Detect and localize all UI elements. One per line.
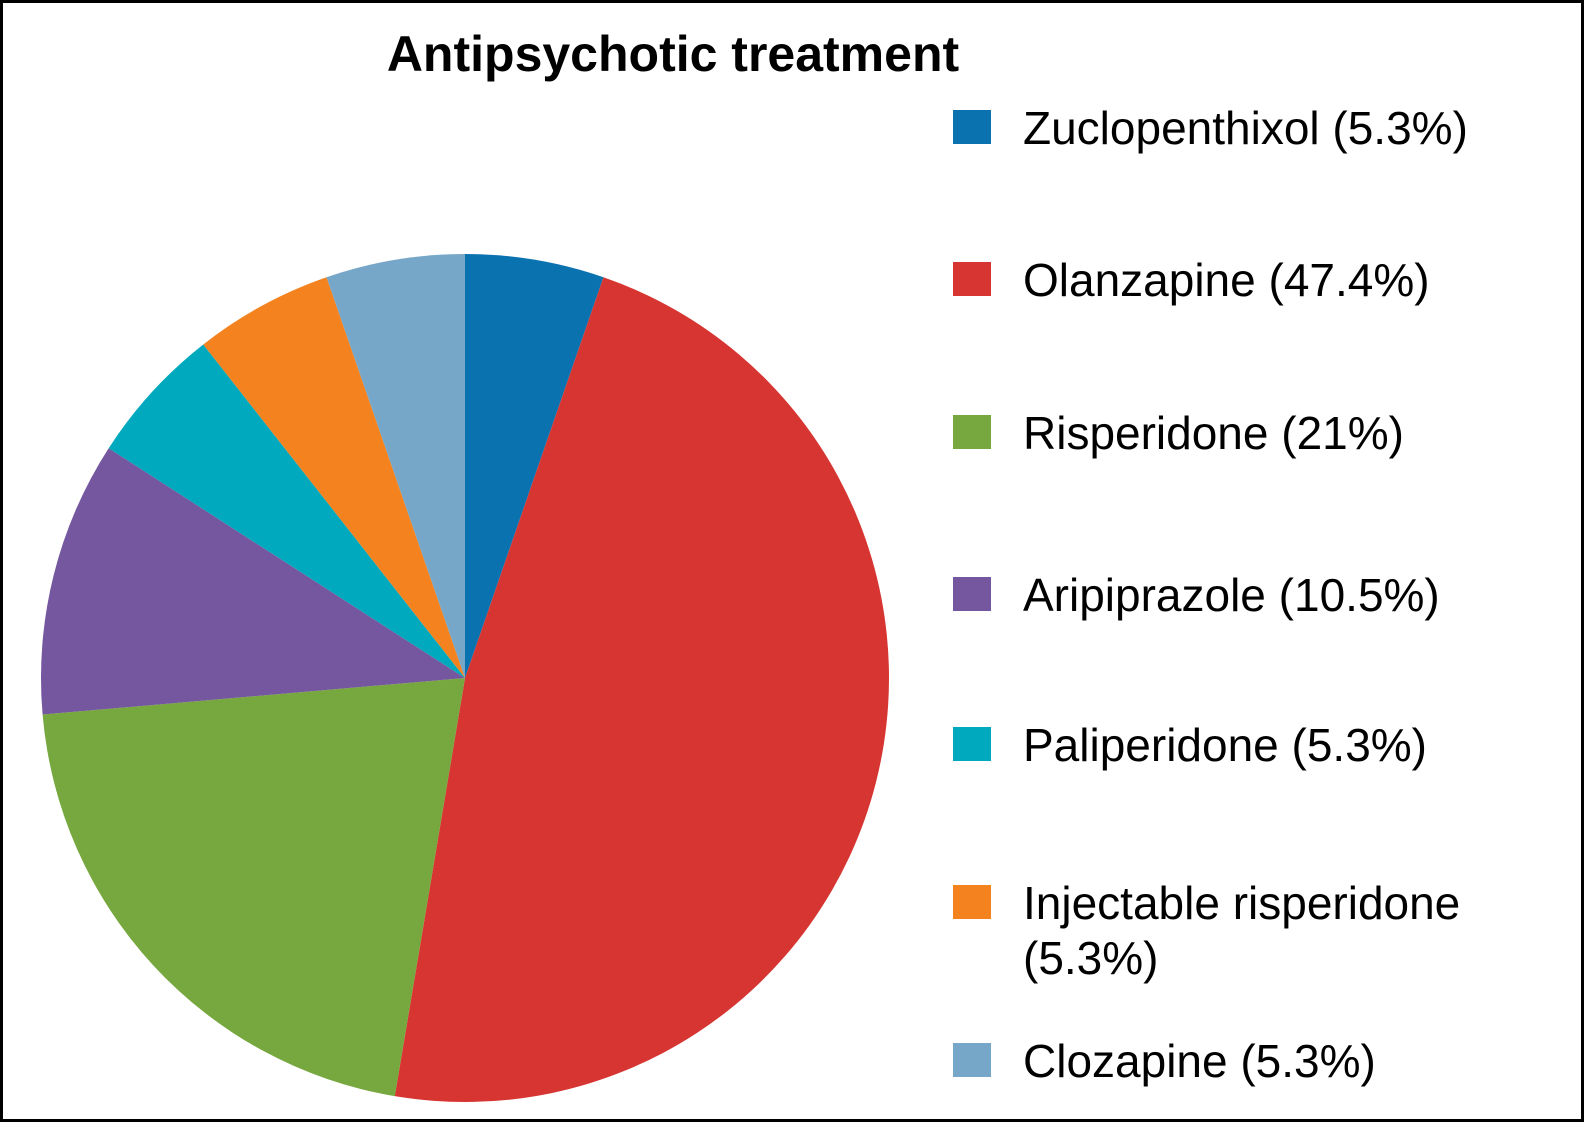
legend-item: Risperidone (21%)	[953, 406, 1573, 461]
legend-item: Injectable risperidone (5.3%)	[953, 876, 1573, 986]
legend-swatch	[953, 1043, 991, 1077]
legend-label: Injectable risperidone (5.3%)	[1023, 877, 1461, 984]
legend-swatch	[953, 577, 991, 611]
legend-swatch	[953, 110, 991, 144]
legend-swatch	[953, 727, 991, 761]
legend-label: Aripiprazole (10.5%)	[1023, 569, 1440, 621]
pie-slice	[465, 254, 604, 678]
legend-label: Clozapine (5.3%)	[1023, 1035, 1376, 1087]
legend-swatch	[953, 262, 991, 296]
pie-slice	[42, 678, 465, 1097]
legend-swatch	[953, 885, 991, 919]
pie-slice	[203, 277, 466, 678]
legend-label: Paliperidone (5.3%)	[1023, 719, 1428, 771]
pie-slice	[40, 448, 465, 715]
pie-slice	[108, 344, 466, 678]
chart-title: Antipsychotic treatment	[386, 26, 960, 82]
legend-item: Clozapine (5.3%)	[953, 1034, 1573, 1089]
pie-slice	[326, 254, 465, 678]
legend-label: Olanzapine (47.4%)	[1023, 254, 1430, 306]
legend-item: Zuclopenthixol (5.3%)	[953, 101, 1573, 156]
legend-item: Olanzapine (47.4%)	[953, 253, 1573, 308]
legend-label: Zuclopenthixol (5.3%)	[1023, 102, 1468, 154]
legend-item: Aripiprazole (10.5%)	[953, 568, 1573, 623]
legend-item: Paliperidone (5.3%)	[953, 718, 1573, 773]
legend-swatch	[953, 415, 991, 449]
pie-slice	[394, 277, 890, 1102]
legend-label: Risperidone (21%)	[1023, 407, 1404, 459]
pie-area	[40, 254, 890, 1102]
